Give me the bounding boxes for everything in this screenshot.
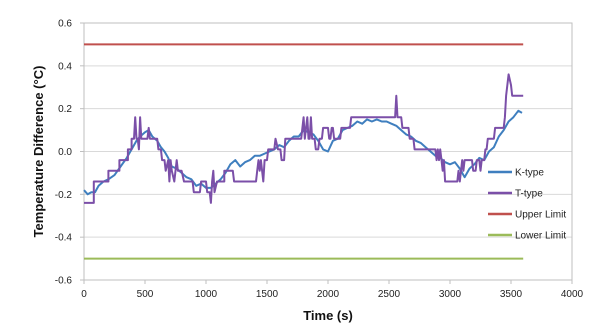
series-line-t-type	[84, 73, 524, 204]
x-tick-label: 1500	[256, 289, 279, 300]
axes	[80, 22, 573, 284]
legend-label-k-type: K-type	[515, 168, 544, 179]
legend: K-type T-type Upper Limit Lower Limit	[488, 168, 566, 242]
x-axis-title: Time (s)	[303, 308, 353, 323]
x-tick-label: 4000	[561, 289, 584, 300]
legend-label-lower-limit: Lower Limit	[515, 231, 566, 242]
x-tick-label: 500	[137, 289, 154, 300]
x-tick-label: 2000	[317, 289, 340, 300]
y-tick-label: 0.4	[58, 61, 72, 72]
y-tick-label: 0.0	[58, 147, 72, 158]
tick-labels: 0 500 1000 1500 2000 2500 3000 3500 4000 0.6 0.4 0.…	[55, 19, 584, 301]
x-tick-label: 3500	[500, 289, 523, 300]
x-tick-label: 1000	[195, 289, 218, 300]
y-tick-label: -0.4	[55, 233, 73, 244]
legend-label-t-type: T-type	[515, 189, 543, 200]
series-lines	[83, 43, 524, 260]
y-axis-title: Temperature Difference (°C)	[31, 66, 46, 238]
y-tick-label: -0.2	[55, 190, 73, 201]
y-tick-label: -0.6	[55, 276, 73, 287]
legend-label-upper-limit: Upper Limit	[515, 210, 566, 221]
y-tick-label: 0.2	[58, 104, 72, 115]
x-tick-label: 3000	[439, 289, 462, 300]
x-tick-label: 0	[81, 289, 87, 300]
x-tick-label: 2500	[378, 289, 401, 300]
y-tick-label: 0.6	[58, 19, 72, 30]
